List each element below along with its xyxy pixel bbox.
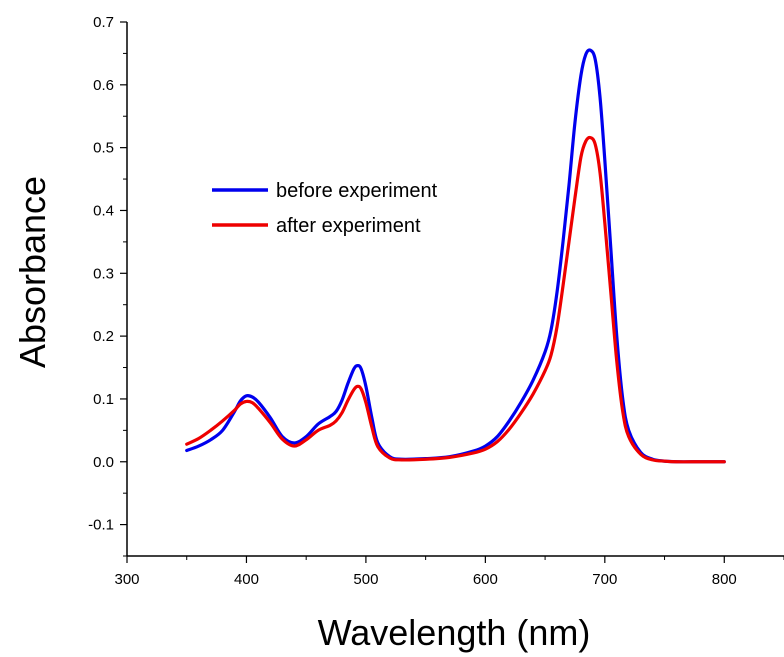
y-axis-title: Absorbance	[12, 176, 53, 368]
legend-label-after: after experiment	[276, 215, 421, 237]
series-layer	[185, 48, 726, 464]
x-tick-label: 700	[592, 571, 617, 588]
y-tick-label: 0.6	[93, 77, 114, 94]
y-tick-label: 0.0	[93, 454, 114, 471]
series-after-experiment-line	[185, 135, 726, 464]
y-tick-label: 0.2	[93, 328, 114, 345]
y-axis-ticks: -0.1 0.0 0.1 0.2 0.3 0.4 0.5 0.6 0.7	[88, 14, 127, 557]
series-before-experiment-line	[185, 48, 726, 464]
y-tick-label: 0.4	[93, 202, 114, 219]
x-tick-label: 500	[353, 571, 378, 588]
y-tick-label: 0.3	[93, 265, 114, 282]
x-tick-label: 300	[114, 571, 139, 588]
legend: before experiment after experiment	[212, 180, 438, 237]
y-tick-label: -0.1	[88, 517, 114, 534]
y-tick-label: 0.5	[93, 140, 114, 157]
y-tick-label: 0.7	[93, 14, 114, 31]
x-tick-label: 400	[234, 571, 259, 588]
x-axis-ticks: 300 400 500 600 700 800	[114, 556, 784, 588]
plot-frame	[126, 22, 784, 557]
x-tick-label: 600	[473, 571, 498, 588]
x-axis-title: Wavelength (nm)	[318, 612, 591, 653]
y-tick-label: 0.1	[93, 391, 114, 408]
legend-label-before: before experiment	[276, 180, 438, 202]
x-tick-label: 800	[712, 571, 737, 588]
